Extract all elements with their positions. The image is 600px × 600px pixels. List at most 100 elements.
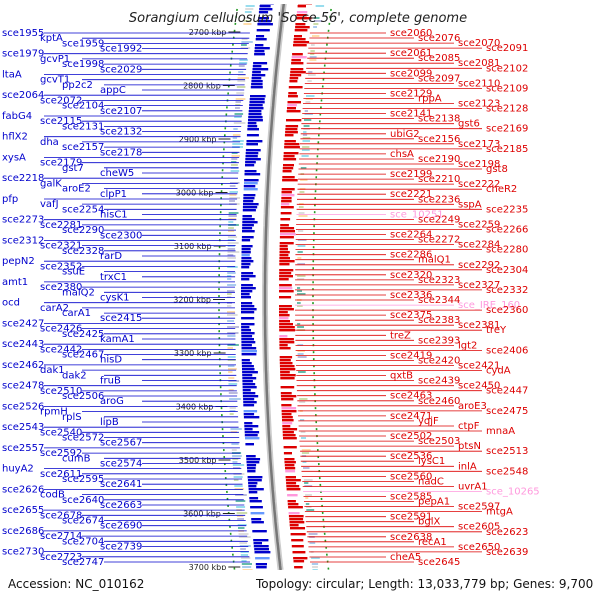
- left-gene-label: pp2c2: [62, 80, 93, 91]
- right-gene-label: sce2259: [458, 219, 500, 230]
- left-gene-label: sce2704: [62, 536, 104, 547]
- left-gene-label: sce2690: [100, 521, 142, 532]
- right-gene-label: sce2284: [458, 240, 500, 251]
- right-gene-label: sce2344: [418, 295, 460, 306]
- topology-text: Topology: circular; Length: 13,033,779 b…: [255, 577, 593, 591]
- left-gene-label: sce2443: [2, 339, 44, 350]
- right-gene-label: sce_IRE_160: [458, 300, 520, 311]
- left-gene-label: cumB: [62, 453, 91, 464]
- left-gene-label: rarD: [100, 251, 122, 262]
- right-gene-label: sce2264: [390, 230, 432, 241]
- right-gene-label: sce2109: [486, 83, 528, 94]
- left-gene-label: sce1998: [62, 59, 104, 70]
- left-gene-label: sce2328: [62, 246, 104, 257]
- right-gene-label: sce2286: [390, 250, 432, 261]
- right-gene-label: sce2320: [390, 270, 432, 281]
- left-gene-label: gcvT1: [40, 75, 70, 86]
- left-gene-label: ltaA: [2, 70, 22, 81]
- right-gene-label: sce2419: [390, 350, 432, 361]
- kbp-tick-label: 3200 kbp: [173, 296, 211, 305]
- left-gene-label: gst7: [62, 163, 84, 174]
- left-gene-label: trxC1: [100, 272, 127, 283]
- right-gene-label: sce2123: [458, 99, 500, 110]
- left-gene-label: galK: [40, 178, 62, 189]
- right-gene-label: sce2198: [458, 159, 500, 170]
- left-gene-label: pepN2: [2, 256, 35, 267]
- right-gene-label: sce2503: [418, 436, 460, 447]
- kbp-tick-marks: 2700 kbp 2800 kbp 2900 kbp 3000 kbp 3100 kbp…: [173, 28, 241, 572]
- left-gene-label: pfp: [2, 194, 18, 205]
- right-gene-label: sce2210: [418, 174, 460, 185]
- left-gene-label: rpmH: [40, 407, 68, 418]
- right-gene-label: sce2336: [390, 290, 432, 301]
- left-gene-label: sce2626: [2, 484, 44, 495]
- right-gene-label: treY: [486, 325, 507, 336]
- right-gene-label: sce2280: [486, 245, 528, 256]
- left-gene-label: sce2415: [100, 313, 142, 324]
- left-gene-label: sce2462: [2, 360, 44, 371]
- left-gene-label: sce2427: [2, 318, 44, 329]
- right-gene-label: cydA: [486, 366, 511, 377]
- left-gene-label: sce2131: [62, 121, 104, 132]
- left-gene-label: sce2640: [62, 495, 104, 506]
- right-gene-label: sce2450: [458, 381, 500, 392]
- right-gene-label: sce2327: [458, 280, 500, 291]
- left-gene-label: sce2714: [40, 531, 82, 542]
- left-gene-label: sce2321: [40, 241, 82, 252]
- right-gene-label: sce2420: [418, 356, 460, 367]
- left-gene-label: sce2592: [40, 448, 82, 459]
- left-gene-label: sce2115: [40, 116, 82, 127]
- right-gene-label: sce_10251: [390, 209, 444, 220]
- left-gene-label: malQ2: [62, 287, 95, 298]
- left-gene-label: sce2540: [40, 427, 82, 438]
- right-gene-label: sce2173: [458, 139, 500, 150]
- right-gene-label: sce2304: [486, 265, 528, 276]
- left-gene-label: huyA2: [2, 464, 34, 475]
- left-gene-label: carA1: [62, 308, 91, 319]
- right-gene-label: sce2221: [390, 189, 432, 200]
- left-gene-label: amt1: [2, 277, 28, 288]
- right-gene-label: sce2447: [486, 386, 528, 397]
- right-gene-label: sce2323: [418, 275, 460, 286]
- right-gene-label: gst8: [486, 164, 508, 175]
- left-gene-label: sce2510: [40, 386, 82, 397]
- left-gene-label: sce2526: [2, 401, 44, 412]
- right-gene-label: ubiG2: [390, 129, 420, 140]
- left-gene-label: sce2029: [100, 64, 142, 75]
- right-gene-label: sce2548: [486, 466, 528, 477]
- right-gene-label: sce2292: [458, 260, 500, 271]
- right-gene-label: inlA: [458, 461, 477, 472]
- right-gene-label: sce2639: [486, 547, 528, 558]
- right-gene-label: sce_10265: [486, 487, 540, 498]
- right-gene-label: sce2585: [390, 492, 432, 503]
- left-gene-label: sce2739: [100, 541, 142, 552]
- left-gene-label: hisD: [100, 355, 122, 366]
- left-gene-label: sce2312: [2, 236, 44, 247]
- right-gene-label: sce2605: [458, 522, 500, 533]
- left-gene-label: sce2572: [62, 433, 104, 444]
- left-gene-label: sce2157: [62, 142, 104, 153]
- left-gene-label: sce2178: [100, 147, 142, 158]
- left-gene-label: sce1979: [2, 49, 44, 60]
- left-gene-label: ssuE: [62, 267, 85, 278]
- right-gene-label: sce2591: [390, 512, 432, 523]
- left-gene-label: hflX2: [2, 132, 28, 143]
- right-gene-label: sce2560: [390, 471, 432, 482]
- left-gene-label: sce2678: [40, 510, 82, 521]
- right-gene-label: sce2623: [486, 527, 528, 538]
- left-gene-label: sce2686: [2, 526, 44, 537]
- left-gene-label: sce2425: [62, 329, 104, 340]
- right-gene-label: sce2383: [418, 315, 460, 326]
- left-gene-label: fabG4: [2, 111, 32, 122]
- left-gene-label: sce1992: [100, 44, 142, 55]
- right-gene-label: sce2085: [418, 53, 460, 64]
- right-gene-label: sce2097: [418, 73, 460, 84]
- left-gene-label: sce2655: [2, 505, 44, 516]
- left-gene-label: kamA1: [100, 334, 135, 345]
- left-gene-label: sce2352: [40, 261, 82, 272]
- left-gene-label: sce2467: [62, 350, 104, 361]
- left-gene-label: gcvP1: [40, 54, 70, 65]
- left-gene-label: sce2557: [2, 443, 44, 454]
- kbp-tick-label: 3100 kbp: [174, 242, 212, 251]
